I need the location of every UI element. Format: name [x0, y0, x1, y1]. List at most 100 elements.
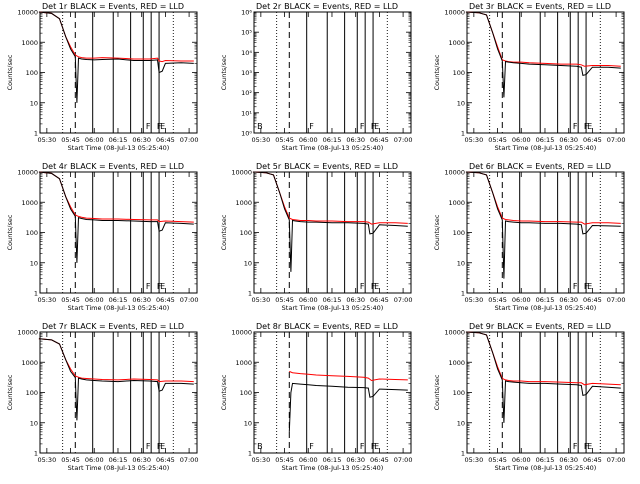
- x-axis-label: Start Time (08-Jul-13 05:25:40): [282, 464, 384, 472]
- y-tick-label: 10⁵: [241, 29, 252, 37]
- x-tick-label: 05:45: [61, 136, 80, 144]
- x-tick-label: 05:45: [488, 456, 507, 464]
- panel-title-legend: BLACK = Events, RED = LLD: [70, 322, 184, 331]
- panel-title-det: Det 5r: [256, 162, 282, 171]
- x-tick-label: 06:15: [109, 296, 128, 304]
- y-axis-label: Counts/sec: [220, 214, 228, 250]
- x-axis-label: Start Time (08-Jul-13 05:25:40): [68, 144, 170, 152]
- y-tick-label: 10³: [241, 69, 252, 77]
- panel-title-legend: BLACK = Events, RED = LLD: [497, 322, 611, 331]
- y-tick-label: 10⁶: [241, 9, 252, 17]
- flag-label: E: [160, 122, 165, 131]
- x-tick-label: 06:00: [85, 456, 104, 464]
- x-tick-label: 05:45: [275, 296, 294, 304]
- y-tick-label: 10: [457, 259, 465, 267]
- x-tick-label: 07:00: [180, 456, 199, 464]
- x-axis-label: Start Time (08-Jul-13 05:25:40): [282, 304, 384, 312]
- x-tick-label: 06:00: [512, 136, 531, 144]
- y-tick-label: 10000: [17, 9, 38, 17]
- flag-label: F: [157, 282, 162, 291]
- panel-title-legend: BLACK = Events, RED = LLD: [497, 162, 611, 171]
- x-tick-label: 05:30: [464, 136, 483, 144]
- x-tick-label: 07:00: [607, 456, 626, 464]
- x-tick-label: 06:00: [85, 136, 104, 144]
- panel-title-legend: BLACK = Events, RED = LLD: [497, 2, 611, 11]
- x-axis-label: Start Time (08-Jul-13 05:25:40): [495, 464, 597, 472]
- flag-label: F: [573, 122, 578, 131]
- y-tick-label: 10¹: [241, 109, 252, 117]
- panel-6: Det 6r BLACK = Events, RED = LLD 1 10 100 100…: [433, 162, 625, 312]
- y-axis-label: Counts/sec: [433, 54, 441, 90]
- y-tick-label: 10: [30, 419, 38, 427]
- flag-label: F: [309, 122, 314, 131]
- y-tick-label: 10000: [444, 169, 465, 177]
- x-tick-label: 06:45: [370, 456, 389, 464]
- panel-title: Det 7r BLACK = Events, RED = LLD: [42, 322, 184, 331]
- y-axis-label: Counts/sec: [220, 374, 228, 410]
- flag-label: F: [146, 442, 151, 451]
- y-tick-label: 10: [457, 99, 465, 107]
- y-tick-label: 10000: [231, 169, 252, 177]
- lld-series-line: [38, 338, 194, 383]
- panel-title-legend: BLACK = Events, RED = LLD: [284, 162, 398, 171]
- lld-series-line: [289, 370, 408, 382]
- lld-series-line: [465, 331, 621, 386]
- panel-8: Det 8r BLACK = Events, RED = LLD 1 10 100 100…: [220, 322, 412, 472]
- y-tick-label: 1: [248, 290, 252, 298]
- y-tick-label: 1000: [21, 199, 38, 207]
- panel-9: Det 9r BLACK = Events, RED = LLD 1 10 100 100…: [433, 322, 625, 472]
- x-axis-label: Start Time (08-Jul-13 05:25:40): [68, 304, 170, 312]
- flag-label: F: [371, 442, 376, 451]
- x-tick-label: 06:15: [323, 296, 342, 304]
- y-tick-label: 1: [34, 290, 38, 298]
- x-tick-label: 06:30: [346, 136, 365, 144]
- y-axis-label: Counts/sec: [433, 374, 441, 410]
- y-tick-label: 10000: [17, 169, 38, 177]
- x-tick-label: 06:45: [583, 296, 602, 304]
- y-tick-label: 10: [244, 419, 252, 427]
- panel-title-det: Det 2r: [256, 2, 282, 11]
- panel-title-legend: BLACK = Events, RED = LLD: [284, 322, 398, 331]
- events-series-line: [465, 331, 621, 423]
- flag-label: F: [584, 282, 589, 291]
- flag-label: E: [160, 282, 165, 291]
- panel-1: Det 1r BLACK = Events, RED = LLD 1 10 100 100…: [6, 2, 198, 152]
- x-tick-label: 05:30: [251, 296, 270, 304]
- x-tick-label: 06:00: [299, 456, 318, 464]
- x-axis-label: Start Time (08-Jul-13 05:25:40): [68, 464, 170, 472]
- flag-label: F: [157, 122, 162, 131]
- y-tick-label: 1000: [21, 359, 38, 367]
- flag-label: F: [309, 442, 314, 451]
- flag-label: F: [157, 442, 162, 451]
- flag-label: B: [257, 122, 263, 131]
- x-tick-label: 06:30: [132, 456, 151, 464]
- flag-label: F: [573, 442, 578, 451]
- flag-label: F: [371, 282, 376, 291]
- y-tick-label: 10000: [231, 329, 252, 337]
- panel-title: Det 2r BLACK = Events, RED = LLD: [256, 2, 398, 11]
- y-tick-label: 10000: [444, 9, 465, 17]
- flag-label: F: [584, 122, 589, 131]
- x-tick-label: 05:30: [37, 456, 56, 464]
- y-tick-label: 100: [26, 389, 38, 397]
- x-tick-label: 06:45: [583, 136, 602, 144]
- x-axis-label: Start Time (08-Jul-13 05:25:40): [495, 304, 597, 312]
- x-tick-label: 06:45: [156, 136, 175, 144]
- x-tick-label: 06:00: [512, 456, 531, 464]
- panel-3: Det 3r BLACK = Events, RED = LLD 1 10 100 100…: [433, 2, 625, 152]
- y-tick-label: 1: [461, 290, 465, 298]
- y-tick-label: 100: [240, 389, 252, 397]
- x-tick-label: 06:30: [559, 296, 578, 304]
- x-tick-label: 06:45: [370, 296, 389, 304]
- y-tick-label: 1: [461, 130, 465, 138]
- panel-title-det: Det 8r: [256, 322, 282, 331]
- x-tick-label: 07:00: [394, 296, 413, 304]
- x-tick-label: 06:45: [583, 456, 602, 464]
- x-tick-label: 06:30: [559, 456, 578, 464]
- x-tick-label: 07:00: [607, 136, 626, 144]
- x-tick-label: 06:30: [132, 136, 151, 144]
- flag-label: E: [374, 122, 379, 131]
- y-tick-label: 1: [34, 450, 38, 458]
- flag-label: F: [360, 442, 365, 451]
- panel-title-det: Det 3r: [469, 2, 495, 11]
